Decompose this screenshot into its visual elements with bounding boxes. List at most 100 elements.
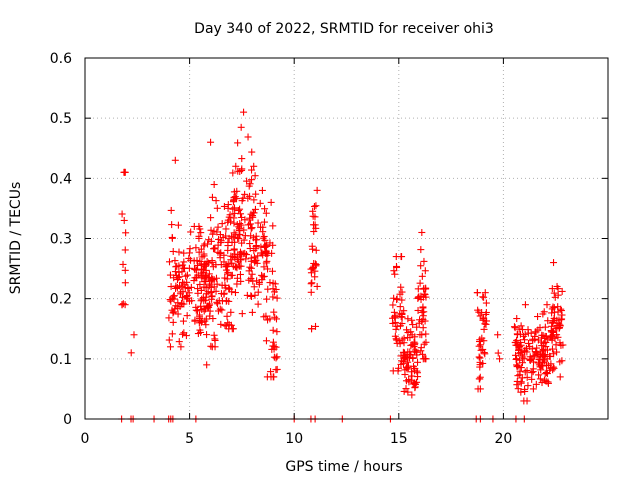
data-point [414,306,422,314]
data-point [202,261,210,269]
data-point [474,306,482,314]
data-point [170,292,178,300]
data-point [269,293,277,301]
data-point [252,190,260,198]
data-point [520,355,528,363]
data-point [523,373,531,381]
data-point [532,328,540,336]
data-point [248,148,256,156]
data-point [251,172,259,180]
data-point [234,139,242,147]
data-point [257,243,265,251]
data-point [184,294,192,302]
data-point [229,169,237,177]
data-point [480,293,488,301]
data-point [551,334,559,342]
data-point [233,195,241,203]
data-point [308,325,316,333]
data-point [203,331,211,339]
data-point [521,330,529,338]
data-point [259,234,267,242]
data-point [186,245,194,253]
data-point [516,356,524,364]
data-point [263,373,271,381]
data-point [419,355,427,363]
data-point [396,303,404,311]
data-point [218,220,226,228]
y-tick-label: 0.2 [50,292,72,308]
data-point [224,246,232,254]
data-point [180,329,188,337]
data-point [480,325,488,333]
data-point [517,322,525,330]
data-point [217,239,225,247]
data-point [308,279,316,287]
data-point [179,330,187,338]
data-point [268,267,276,275]
data-point [393,339,401,347]
data-point [528,369,536,377]
data-point [264,249,272,257]
data-point [182,272,190,280]
data-point [191,274,199,282]
data-point [539,310,547,318]
data-point [272,354,280,362]
data-point [395,364,403,372]
data-point [168,234,176,242]
data-point [182,292,190,300]
data-point [419,312,427,320]
data-point [517,388,525,396]
data-point [119,260,127,268]
data-point [538,331,546,339]
data-point [391,318,399,326]
data-point [121,246,129,254]
data-point [196,225,204,233]
data-point [214,223,222,231]
data-point [313,186,321,194]
data-point [197,269,205,277]
data-point [400,339,408,347]
data-point [550,289,558,297]
data-point [517,364,525,372]
data-point [122,229,130,237]
data-point [185,254,193,262]
data-point [258,186,266,194]
data-point [521,368,529,376]
data-point [479,345,487,353]
data-point [210,276,218,284]
data-point [407,341,415,349]
data-point [178,300,186,308]
data-point [227,308,235,316]
data-point [417,347,425,355]
data-point [210,227,218,235]
data-point [534,313,542,321]
data-point [176,282,184,290]
data-point [550,314,558,322]
data-point [196,313,204,321]
data-point [550,364,558,372]
data-point [413,367,421,375]
data-point [259,228,267,236]
data-point [196,326,204,334]
data-point [514,362,522,370]
data-point [241,190,249,198]
data-point [270,343,278,351]
data-point [208,257,216,265]
data-point [267,198,275,206]
data-point [400,307,408,315]
data-point [312,202,320,210]
data-point [510,323,518,331]
data-point [207,138,215,146]
data-point [555,320,563,328]
data-point [175,338,183,346]
data-point [225,321,233,329]
data-point [168,221,176,229]
data-point [549,328,557,336]
data-point [514,385,522,393]
data-point [192,244,200,252]
data-point [548,319,556,327]
data-point [209,315,217,323]
data-point [194,330,202,338]
data-point [312,246,320,254]
data-point [558,287,566,295]
